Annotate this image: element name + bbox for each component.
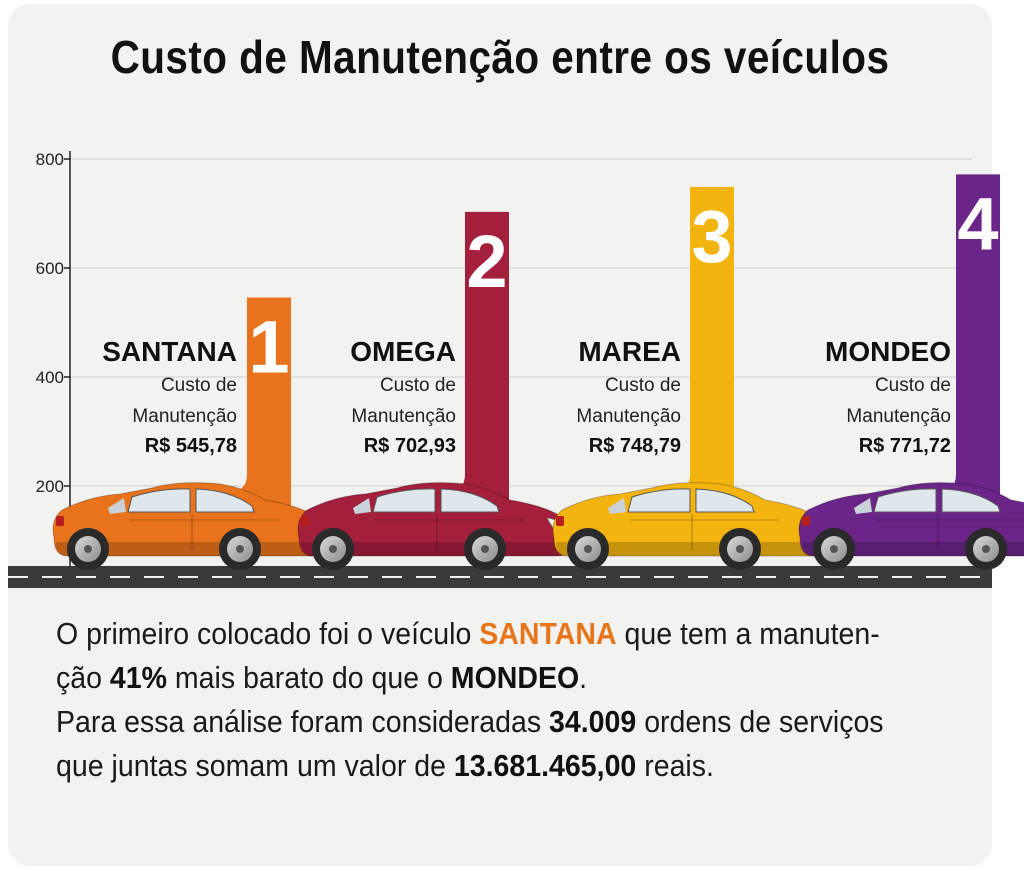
cost-sublabel: Custo de bbox=[380, 375, 456, 396]
y-tick-label: 600 bbox=[36, 259, 64, 278]
cost-value-label: R$ 545,78 bbox=[145, 435, 237, 457]
car-name-label: MONDEO bbox=[825, 336, 951, 367]
bar-mondeo bbox=[936, 174, 1000, 540]
car-wheel-hub bbox=[481, 545, 489, 553]
road-layer bbox=[8, 566, 992, 588]
footer-text-span: . bbox=[579, 660, 588, 695]
car-wheel-hub bbox=[584, 545, 592, 553]
footer-summary: O primeiro colocado foi o veículo SANTAN… bbox=[56, 612, 912, 788]
rank-number: 4 bbox=[957, 182, 998, 265]
highlight-santana: SANTANA bbox=[479, 616, 617, 651]
car-wheel-hub bbox=[236, 545, 244, 553]
car-window bbox=[873, 488, 937, 513]
car-wheel-hub bbox=[830, 545, 838, 553]
car-window bbox=[627, 488, 691, 513]
cost-sublabel: Custo de bbox=[875, 375, 951, 396]
car-wheel-hub bbox=[982, 545, 990, 553]
car-window bbox=[127, 488, 191, 513]
car-taillight bbox=[301, 516, 309, 526]
car-window bbox=[353, 498, 371, 514]
cost-sublabel: Custo de bbox=[161, 375, 237, 396]
cost-sublabel: Manutenção bbox=[846, 406, 951, 427]
footer-paragraph-1: O primeiro colocado foi o veículo SANTAN… bbox=[56, 612, 912, 700]
highlight-percentage: 41% bbox=[109, 660, 168, 695]
car-window bbox=[440, 488, 500, 513]
cost-value-label: R$ 771,72 bbox=[859, 435, 951, 457]
car-wheel-hub bbox=[329, 545, 337, 553]
cost-sublabel: Manutenção bbox=[132, 406, 237, 427]
car-taillight bbox=[556, 516, 564, 526]
car-name-label: SANTANA bbox=[102, 336, 237, 367]
footer-text-span: ção bbox=[56, 660, 110, 695]
cost-value-label: R$ 748,79 bbox=[589, 435, 681, 457]
cost-value-label: R$ 702,93 bbox=[364, 435, 456, 457]
car-window bbox=[108, 498, 126, 514]
footer-text-span: mais barato do que o bbox=[167, 660, 451, 695]
bar-santana bbox=[190, 297, 291, 540]
footer-text-span: que juntas somam um valor de bbox=[56, 748, 454, 783]
car-wheel-hub bbox=[736, 545, 744, 553]
footer-text-span: que tem a manuten- bbox=[616, 616, 880, 651]
car-omega bbox=[297, 482, 572, 570]
car-name-label: OMEGA bbox=[350, 336, 456, 367]
car-window bbox=[941, 488, 1001, 513]
cost-sublabel: Manutenção bbox=[576, 406, 681, 427]
cost-sublabel: Manutenção bbox=[351, 406, 456, 427]
car-window bbox=[608, 498, 626, 514]
footer-text-span: reais. bbox=[636, 748, 714, 783]
footer-text-span: ordens de serviços bbox=[636, 704, 884, 739]
rank-number: 2 bbox=[466, 220, 507, 303]
bar-marea bbox=[672, 186, 734, 540]
car-window bbox=[695, 488, 755, 513]
footer-text-span: O primeiro colocado foi o veículo bbox=[56, 616, 480, 651]
rank-number: 3 bbox=[691, 195, 732, 278]
labels-layer: SANTANA Custo de Manutenção R$ 545,78 OMEGA C… bbox=[102, 336, 951, 457]
y-tick-label: 400 bbox=[36, 368, 64, 387]
car-mondeo bbox=[798, 482, 1024, 570]
car-santana bbox=[52, 482, 327, 570]
cars-layer bbox=[52, 482, 1024, 570]
footer-paragraph-2: Para essa análise foram consideradas 34.… bbox=[56, 700, 912, 788]
y-tick-label: 200 bbox=[36, 477, 64, 496]
car-name-label: MAREA bbox=[578, 336, 681, 367]
car-taillight bbox=[802, 516, 810, 526]
car-window bbox=[195, 488, 255, 513]
footer-text-span: Para essa análise foram consideradas bbox=[56, 704, 550, 739]
bars-layer: 1 2 3 4 bbox=[190, 174, 1000, 541]
car-marea bbox=[552, 482, 827, 570]
car-window bbox=[854, 498, 872, 514]
chart-title: Custo de Manutenção entre os veículos bbox=[110, 31, 890, 83]
cost-sublabel: Custo de bbox=[605, 375, 681, 396]
car-taillight bbox=[56, 516, 64, 526]
y-tick-label: 800 bbox=[36, 150, 64, 169]
rank-number: 1 bbox=[248, 306, 289, 389]
highlight-total-value: 13.681.465,00 bbox=[453, 748, 637, 783]
car-window bbox=[372, 488, 436, 513]
car-wheel-hub bbox=[84, 545, 92, 553]
bar-omega bbox=[435, 211, 509, 541]
highlight-orders-count: 34.009 bbox=[549, 704, 637, 739]
highlight-mondeo: MONDEO bbox=[450, 660, 580, 695]
